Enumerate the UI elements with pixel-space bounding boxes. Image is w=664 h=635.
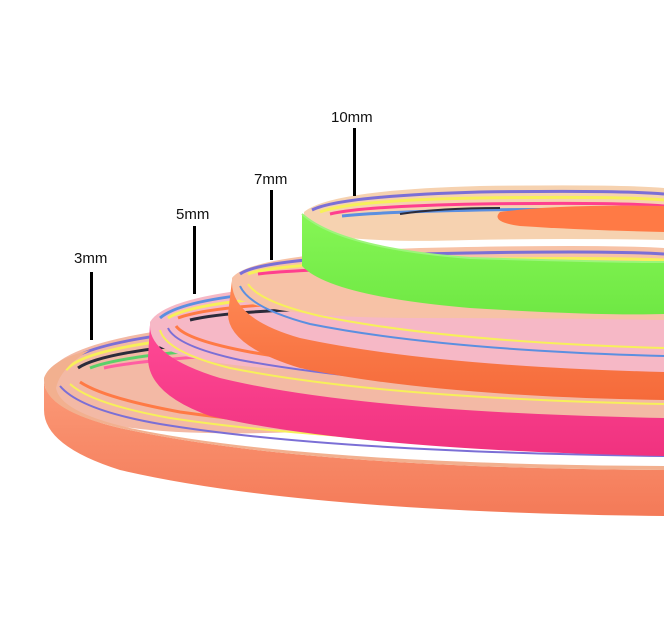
- roll-10mm: [301, 185, 664, 315]
- label-3mm: 3mm: [74, 250, 108, 267]
- label-10mm: 10mm: [331, 109, 373, 126]
- label-7mm: 7mm: [254, 171, 288, 188]
- label-5mm: 5mm: [176, 206, 210, 223]
- tick-7mm: [270, 190, 273, 260]
- tick-10mm: [353, 128, 356, 196]
- tick-3mm: [90, 272, 93, 340]
- tick-5mm: [193, 226, 196, 294]
